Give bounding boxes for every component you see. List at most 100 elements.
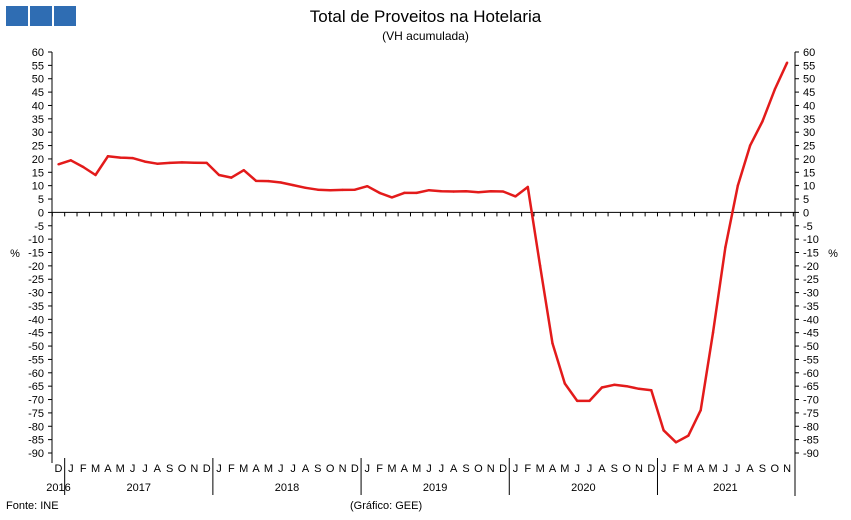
y-tick-label-left: 5: [38, 194, 44, 206]
x-month-label: J: [216, 463, 222, 475]
data-point: [538, 264, 542, 268]
y-tick-label-right: -40: [803, 314, 819, 326]
x-month-label: J: [365, 463, 371, 475]
data-point: [489, 190, 492, 193]
data-point: [291, 183, 295, 187]
data-point: [687, 434, 690, 437]
chart-title: Total de Proveitos na Hotelaria: [309, 7, 542, 26]
y-tick-label-right: -70: [803, 395, 819, 407]
data-point: [613, 383, 616, 387]
y-tick-label-right: 15: [803, 167, 815, 179]
x-month-label: J: [278, 463, 284, 475]
data-point: [119, 156, 122, 159]
x-month-label: M: [91, 463, 100, 475]
x-month-label: A: [104, 463, 112, 475]
x-month-label: D: [351, 463, 359, 475]
x-month-label: N: [487, 463, 495, 475]
x-month-label: D: [499, 463, 507, 475]
data-point: [279, 181, 282, 184]
y-tick-label-left: 25: [32, 141, 44, 153]
x-month-label: O: [474, 463, 483, 475]
data-point: [168, 161, 171, 165]
y-tick-label-left: -70: [28, 395, 44, 407]
x-month-label: S: [462, 463, 469, 475]
x-year-label: 2020: [571, 482, 595, 494]
y-tick-label-right: 30: [803, 127, 815, 139]
x-month-label: A: [302, 463, 310, 475]
y-tick-label-left: -60: [28, 368, 44, 380]
y-tick-label-left: -20: [28, 261, 44, 273]
x-month-label: A: [697, 463, 705, 475]
y-tick-label-left: -25: [28, 274, 44, 286]
y-tick-label-left: -50: [28, 341, 44, 353]
y-tick-label-left: 35: [32, 114, 44, 126]
x-year-label: 2019: [423, 482, 447, 494]
y-tick-label-left: 50: [32, 74, 44, 86]
data-point: [551, 342, 554, 345]
x-month-label: M: [239, 463, 248, 475]
data-point: [452, 190, 455, 193]
y-tick-label-right: -30: [803, 288, 819, 300]
data-point: [699, 409, 702, 412]
x-month-label: A: [549, 463, 557, 475]
data-point: [69, 159, 73, 162]
y-axis-left-ticks: -90-85-80-75-70-65-60-55-50-45-40-35-30-…: [28, 47, 52, 460]
x-month-label: F: [673, 463, 680, 475]
y-tick-label-left: 60: [32, 47, 44, 59]
x-month-label: N: [635, 463, 643, 475]
data-point: [415, 191, 418, 195]
data-point: [217, 173, 221, 177]
y-tick-label-left: -65: [28, 381, 44, 393]
data-point: [193, 161, 196, 164]
data-point: [378, 191, 381, 195]
x-month-label: S: [314, 463, 321, 475]
logo-block-3: [54, 6, 76, 26]
logo-block-2: [30, 6, 52, 26]
x-month-label: F: [228, 463, 235, 475]
data-point: [366, 185, 369, 188]
y-tick-label-left: 20: [32, 154, 44, 166]
data-point: [316, 188, 320, 191]
y-tick-label-right: -15: [803, 248, 819, 260]
data-point: [674, 441, 678, 444]
y-tick-label-right: -5: [803, 221, 813, 233]
data-point: [588, 399, 591, 403]
data-point: [711, 331, 715, 334]
x-month-label: S: [166, 463, 173, 475]
x-month-label: D: [647, 463, 655, 475]
x-month-label: J: [587, 463, 593, 475]
x-month-label: A: [154, 463, 162, 475]
x-month-label: N: [190, 463, 198, 475]
data-point: [724, 245, 727, 249]
x-month-label: O: [178, 463, 187, 475]
y-tick-label-right: -10: [803, 234, 819, 246]
logo-block-1: [6, 6, 28, 26]
x-month-label: J: [142, 463, 148, 475]
x-month-label: J: [439, 463, 445, 475]
x-month-label: A: [450, 463, 458, 475]
x-month-label: M: [560, 463, 569, 475]
y-tick-label-left: -10: [28, 234, 44, 246]
x-month-label: J: [130, 463, 136, 475]
x-month-label: A: [746, 463, 754, 475]
x-month-label: N: [339, 463, 347, 475]
x-month-label: M: [387, 463, 396, 475]
y-tick-label-right: -60: [803, 368, 819, 380]
x-month-label: O: [622, 463, 631, 475]
y-tick-label-right: 35: [803, 114, 815, 126]
data-point: [736, 184, 739, 187]
y-tick-label-right: -80: [803, 421, 819, 433]
y-tick-label-left: 55: [32, 60, 44, 72]
data-point: [353, 188, 357, 191]
data-point: [440, 190, 443, 193]
data-point: [637, 387, 641, 391]
data-point: [106, 155, 110, 158]
x-month-label: J: [68, 463, 74, 475]
x-month-label: S: [759, 463, 766, 475]
data-point: [662, 429, 665, 432]
x-year-label: 2021: [713, 482, 737, 494]
x-month-label: F: [524, 463, 531, 475]
y-tick-label-right: 40: [803, 100, 815, 112]
y-axis-right-label: %: [828, 248, 838, 260]
y-axis-right-ticks: -90-85-80-75-70-65-60-55-50-45-40-35-30-…: [795, 47, 819, 460]
